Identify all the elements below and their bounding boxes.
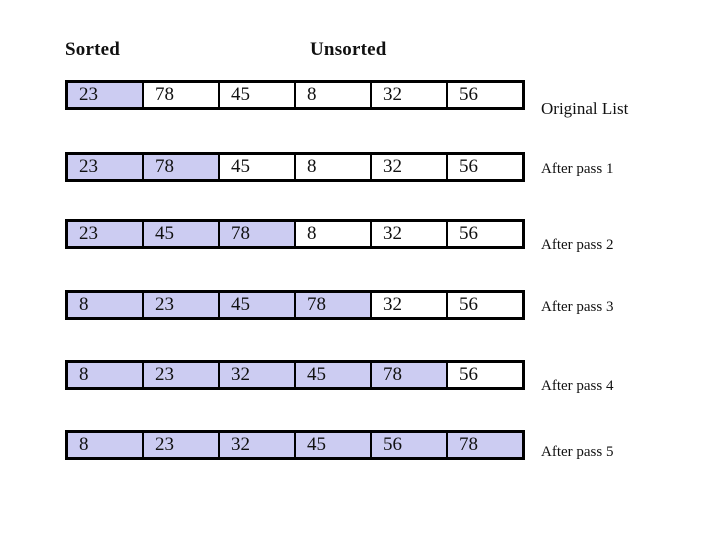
array-cell-sorted: 23: [144, 363, 220, 387]
array-cell-unsorted: 56: [448, 363, 522, 387]
cell-value: 8: [307, 84, 317, 105]
array-cell-unsorted: 45: [220, 155, 296, 179]
cell-value: 78: [155, 84, 174, 105]
array-cell-unsorted: 45: [220, 83, 296, 107]
cell-value: 56: [459, 223, 478, 244]
array-cell-sorted: 8: [68, 293, 144, 317]
cell-value: 23: [155, 434, 174, 455]
row-label: After pass 2: [541, 236, 614, 253]
array-cell-unsorted: 56: [448, 222, 522, 246]
array-cell-unsorted: 8: [296, 222, 372, 246]
array-cell-unsorted: 78: [144, 83, 220, 107]
array-cell-unsorted: 32: [372, 293, 448, 317]
cell-value: 78: [155, 156, 174, 177]
cell-value: 45: [307, 364, 326, 385]
array-cell-sorted: 8: [68, 433, 144, 457]
array-cell-sorted: 23: [68, 83, 144, 107]
array-cell-sorted: 23: [68, 222, 144, 246]
array-row-pass-3: 8 23 45 78 32 56 After pass 3: [65, 290, 613, 320]
cell-value: 56: [459, 84, 478, 105]
array-cell-sorted: 78: [296, 293, 372, 317]
cell-value: 23: [79, 84, 98, 105]
cell-value: 8: [79, 434, 89, 455]
array-row-original: 23 78 45 8 32 56 Original List: [65, 80, 628, 118]
row-label: After pass 3: [541, 298, 614, 315]
array-cell-unsorted: 8: [296, 83, 372, 107]
cell-value: 8: [79, 364, 89, 385]
cell-value: 78: [459, 434, 478, 455]
row-label: After pass 4: [541, 377, 614, 394]
array-cells: 8 23 32 45 56 78: [65, 430, 525, 460]
array-cells: 23 78 45 8 32 56: [65, 152, 525, 182]
cell-value: 23: [155, 294, 174, 315]
array-cell-unsorted: 56: [448, 293, 522, 317]
array-row-pass-4: 8 23 32 45 78 56 After pass 4: [65, 360, 613, 394]
cell-value: 45: [231, 84, 250, 105]
array-cell-sorted: 23: [144, 293, 220, 317]
array-cell-unsorted: 32: [372, 155, 448, 179]
array-cell-sorted: 32: [220, 363, 296, 387]
array-cell-sorted: 23: [144, 433, 220, 457]
array-cell-sorted: 45: [296, 363, 372, 387]
array-cell-sorted: 45: [144, 222, 220, 246]
cell-value: 23: [79, 156, 98, 177]
row-label: Original List: [541, 99, 629, 118]
cell-value: 45: [155, 223, 174, 244]
array-row-pass-1: 23 78 45 8 32 56 After pass 1: [65, 152, 613, 182]
unsorted-region-heading: Unsorted: [310, 39, 387, 60]
cell-value: 45: [231, 294, 250, 315]
cell-value: 56: [459, 294, 478, 315]
array-cell-sorted: 45: [296, 433, 372, 457]
array-cell-unsorted: 32: [372, 83, 448, 107]
row-label: After pass 1: [541, 160, 614, 177]
cell-value: 8: [307, 223, 317, 244]
cell-value: 32: [383, 156, 402, 177]
cell-value: 78: [307, 294, 326, 315]
array-row-pass-5: 8 23 32 45 56 78 After pass 5: [65, 430, 613, 460]
array-cell-unsorted: 32: [372, 222, 448, 246]
cell-value: 23: [155, 364, 174, 385]
sorted-region-heading: Sorted: [65, 39, 121, 60]
array-cell-sorted: 78: [220, 222, 296, 246]
cell-value: 56: [459, 364, 478, 385]
cell-value: 32: [383, 294, 402, 315]
cell-value: 32: [231, 434, 250, 455]
array-row-pass-2: 23 45 78 8 32 56 After pass 2: [65, 219, 613, 253]
array-cell-sorted: 78: [448, 433, 522, 457]
cell-value: 45: [307, 434, 326, 455]
array-cell-sorted: 78: [372, 363, 448, 387]
cell-value: 78: [231, 223, 250, 244]
cell-value: 56: [459, 156, 478, 177]
array-cell-unsorted: 8: [296, 155, 372, 179]
array-cells: 8 23 32 45 78 56: [65, 360, 525, 390]
cell-value: 56: [383, 434, 402, 455]
cell-value: 23: [79, 223, 98, 244]
array-cell-sorted: 78: [144, 155, 220, 179]
array-cells: 23 78 45 8 32 56: [65, 80, 525, 110]
array-cell-sorted: 32: [220, 433, 296, 457]
array-cell-unsorted: 56: [448, 155, 522, 179]
cell-value: 32: [383, 223, 402, 244]
array-cells: 23 45 78 8 32 56: [65, 219, 525, 249]
cell-value: 8: [307, 156, 317, 177]
array-cell-sorted: 56: [372, 433, 448, 457]
array-cell-sorted: 23: [68, 155, 144, 179]
cell-value: 45: [231, 156, 250, 177]
cell-value: 32: [231, 364, 250, 385]
cell-value: 32: [383, 84, 402, 105]
cell-value: 8: [79, 294, 89, 315]
array-cell-sorted: 8: [68, 363, 144, 387]
array-cell-sorted: 45: [220, 293, 296, 317]
row-label: After pass 5: [541, 443, 614, 460]
array-cells: 8 23 45 78 32 56: [65, 290, 525, 320]
cell-value: 78: [383, 364, 402, 385]
array-cell-unsorted: 56: [448, 83, 522, 107]
